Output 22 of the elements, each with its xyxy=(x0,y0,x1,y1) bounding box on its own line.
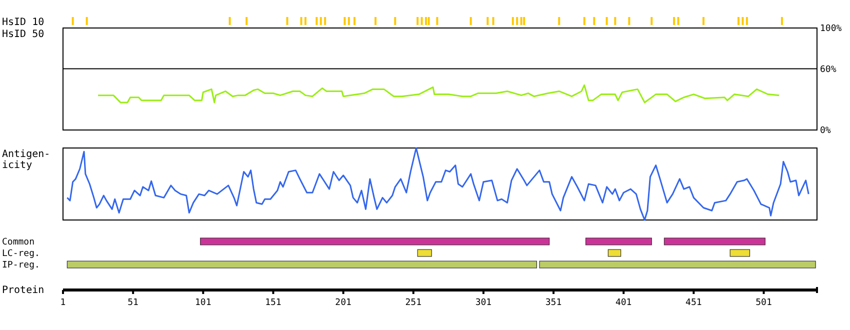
x-tick-label: 351 xyxy=(545,298,562,308)
x-tick-label: 1 xyxy=(60,298,66,308)
y-tick-label: 0% xyxy=(820,126,832,136)
y-tick-label: Common xyxy=(2,237,35,248)
x-axis-title: Protein xyxy=(2,285,44,296)
x-tick-label: 101 xyxy=(195,298,212,308)
x-tick-label: 151 xyxy=(265,298,282,308)
y-tick-label: 100% xyxy=(820,24,842,34)
y-axis-title: HsID 50 xyxy=(2,29,44,40)
x-tick-label: 501 xyxy=(756,298,772,308)
x-tick-label: 51 xyxy=(128,298,138,308)
x-tick-label: 451 xyxy=(686,298,702,308)
x-tick-label: 301 xyxy=(475,298,492,308)
y-tick-label: LC-reg. xyxy=(2,249,40,259)
x-tick-label: 251 xyxy=(405,298,422,308)
x-tick-label: 401 xyxy=(615,298,632,308)
line-series xyxy=(97,84,780,104)
y-axis-title: HsID 10 xyxy=(2,17,44,28)
y-tick-label: IP-reg. xyxy=(2,260,40,271)
x-tick-label: 201 xyxy=(335,298,352,308)
y-tick-label: 60% xyxy=(820,64,837,75)
y-axis-title: Antigen- icity xyxy=(2,149,50,171)
